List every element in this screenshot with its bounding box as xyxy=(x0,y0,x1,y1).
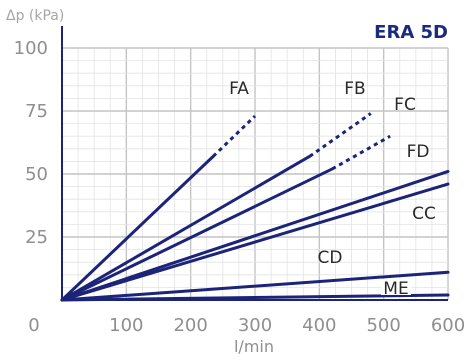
x-tick-label: 300 xyxy=(238,315,272,336)
chart-title: ERA 5D xyxy=(374,22,448,43)
series-extension-fc xyxy=(331,134,391,171)
y-tick-label: 25 xyxy=(25,227,48,248)
grid xyxy=(61,26,449,301)
series-extension-fa xyxy=(212,114,257,158)
series-line-cc xyxy=(60,182,450,302)
y-tick-label: 75 xyxy=(25,101,48,122)
y-axis-title: Δp (kPa) xyxy=(6,8,64,24)
x-axis-title: l/min xyxy=(234,337,274,356)
series-line-fb xyxy=(60,154,312,302)
series-line-fd xyxy=(60,169,450,302)
x-tick-label: 100 xyxy=(109,315,143,336)
series-lines xyxy=(60,112,450,302)
series-label-cd: CD xyxy=(318,248,343,268)
x-tick-label: 400 xyxy=(302,315,336,336)
series-label-fd: FD xyxy=(407,142,430,162)
y-tick-label: 50 xyxy=(25,164,48,185)
series-line-me xyxy=(60,293,450,302)
series-line-fc xyxy=(60,167,334,302)
series-label-fb: FB xyxy=(344,79,365,99)
series-label-cc: CC xyxy=(412,204,436,224)
y-tick-label: 100 xyxy=(14,38,48,59)
x-tick-label: 500 xyxy=(366,315,400,336)
x-tick-label: 200 xyxy=(173,315,207,336)
tick-labels: 0 100 200 300 400 500 600 25 50 75 100 xyxy=(14,38,466,336)
series-label-me: ME xyxy=(383,279,408,299)
series-label-bg-me xyxy=(381,279,411,295)
series-line-cd xyxy=(60,270,450,302)
x-tick-label: 600 xyxy=(431,315,465,336)
series-labels: FA FB FC FD CC CD ME xyxy=(229,79,436,299)
series-label-fc: FC xyxy=(394,95,416,115)
x-tick-label: 0 xyxy=(28,315,39,336)
series-line-fa xyxy=(60,154,215,302)
series-label-fa: FA xyxy=(229,79,249,99)
